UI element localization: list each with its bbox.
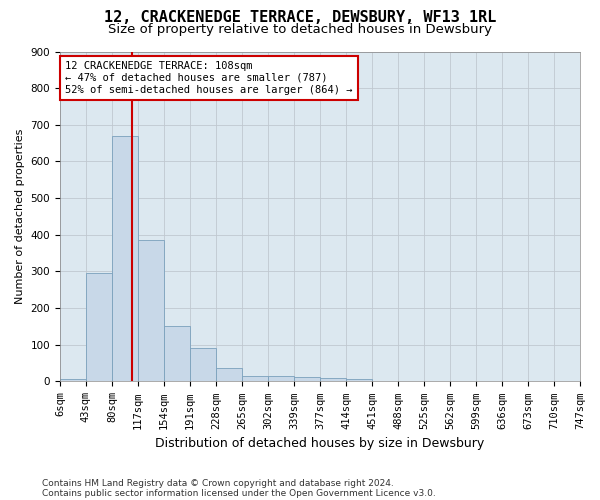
Bar <box>164 326 190 382</box>
Bar <box>346 379 372 382</box>
Text: 12 CRACKENEDGE TERRACE: 108sqm
← 47% of detached houses are smaller (787)
52% of: 12 CRACKENEDGE TERRACE: 108sqm ← 47% of … <box>65 62 353 94</box>
Bar <box>294 377 320 382</box>
Bar <box>138 240 164 382</box>
Bar <box>86 274 112 382</box>
Text: 12, CRACKENEDGE TERRACE, DEWSBURY, WF13 1RL: 12, CRACKENEDGE TERRACE, DEWSBURY, WF13 … <box>104 10 496 25</box>
Bar <box>320 378 346 382</box>
Text: Contains HM Land Registry data © Crown copyright and database right 2024.: Contains HM Land Registry data © Crown c… <box>42 478 394 488</box>
X-axis label: Distribution of detached houses by size in Dewsbury: Distribution of detached houses by size … <box>155 437 485 450</box>
Text: Contains public sector information licensed under the Open Government Licence v3: Contains public sector information licen… <box>42 488 436 498</box>
Bar <box>60 378 86 382</box>
Text: Size of property relative to detached houses in Dewsbury: Size of property relative to detached ho… <box>108 22 492 36</box>
Bar <box>190 348 216 382</box>
Bar <box>112 136 138 382</box>
Bar <box>216 368 242 382</box>
Bar <box>242 376 268 382</box>
Y-axis label: Number of detached properties: Number of detached properties <box>15 129 25 304</box>
Bar <box>268 376 294 382</box>
